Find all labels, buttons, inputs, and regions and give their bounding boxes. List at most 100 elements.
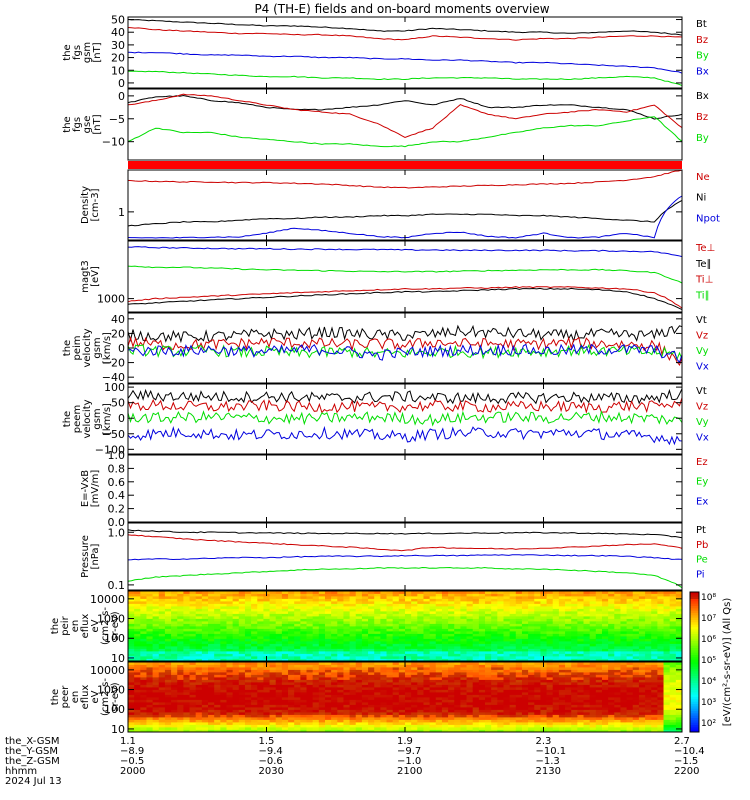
spectrogram-cell xyxy=(558,601,566,604)
spectrogram-cell xyxy=(417,677,424,680)
spectrogram-cell xyxy=(324,626,332,629)
spectrogram-cell xyxy=(675,641,683,644)
spectrogram-cell xyxy=(571,626,578,629)
spectrogram-cell xyxy=(485,682,492,685)
spectrogram-cell xyxy=(269,729,277,733)
spectrogram-cell xyxy=(675,613,683,617)
spectrogram-cell xyxy=(448,724,455,728)
spectrogram-cell xyxy=(324,677,332,680)
spectrogram-cell xyxy=(226,672,234,675)
spectrogram-cell xyxy=(497,684,504,688)
spectrogram-cell xyxy=(552,714,560,718)
spectrogram-cell xyxy=(208,621,215,624)
spectrogram-cell xyxy=(331,606,338,609)
spectrogram-cell xyxy=(288,611,295,614)
spectrogram-cell xyxy=(386,623,394,627)
spectrogram-cell xyxy=(134,662,141,665)
spectrogram-cell xyxy=(251,631,258,634)
spectrogram-cell xyxy=(478,651,486,654)
spectrogram-cell xyxy=(294,707,301,710)
spectrogram-cell xyxy=(331,672,338,675)
spectrogram-cell xyxy=(368,618,375,622)
spectrogram-cell xyxy=(540,667,547,670)
spectrogram-cell xyxy=(534,679,541,683)
spectrogram-cell xyxy=(558,638,566,642)
spectrogram-cell xyxy=(503,621,511,624)
spectrogram-cell xyxy=(183,699,190,703)
spectrogram-cell xyxy=(275,679,283,683)
spectrogram-cell xyxy=(331,611,338,614)
spectrogram-cell xyxy=(571,616,578,619)
spectrogram-cell xyxy=(288,692,295,695)
spectrogram-cell xyxy=(177,679,184,683)
spectrogram-cell xyxy=(460,674,467,678)
spectrogram-cell xyxy=(392,679,400,683)
spectrogram-cell xyxy=(214,638,221,642)
spectrogram-cell xyxy=(214,702,221,705)
spectrogram-cell xyxy=(645,601,652,604)
spectrogram-cell xyxy=(374,626,381,629)
spectrogram-cell xyxy=(238,724,246,728)
spectrogram-cell xyxy=(589,641,597,644)
spectrogram-cell xyxy=(497,623,504,627)
spectrogram-cell xyxy=(349,598,357,602)
spectrogram-cell xyxy=(509,717,517,720)
spectrogram-cell xyxy=(355,623,363,627)
spectrogram-cell xyxy=(478,601,486,604)
spectrogram-cell xyxy=(195,687,203,690)
spectrogram-cell xyxy=(509,658,517,662)
spectrogram-cell xyxy=(583,687,591,690)
spectrogram-cell xyxy=(620,621,627,624)
spectrogram-cell xyxy=(275,603,283,607)
series-line-1 xyxy=(127,336,683,367)
spectrogram-cell xyxy=(164,618,172,622)
spectrogram-cell xyxy=(478,591,486,594)
spectrogram-cell xyxy=(423,641,431,644)
spectrogram-cell xyxy=(361,611,369,614)
spectrogram-cell xyxy=(337,729,344,733)
spectrogram-cell xyxy=(528,664,535,668)
spectrogram-cell xyxy=(312,692,320,695)
spectrogram-cell xyxy=(546,641,554,644)
spectrogram-cell xyxy=(417,689,424,693)
spectrogram-cell xyxy=(546,679,554,683)
spectrogram-cell xyxy=(306,704,314,708)
spectrogram-cell xyxy=(368,704,375,708)
spectrogram-cell xyxy=(521,707,529,710)
spectrogram-cell xyxy=(478,709,486,713)
spectrogram-cell xyxy=(152,651,160,654)
spectrogram-cell xyxy=(146,672,154,675)
spectrogram-cell xyxy=(294,653,301,657)
spectrogram-cell xyxy=(515,621,523,624)
spectrogram-cell xyxy=(485,702,492,705)
spectrogram-cell xyxy=(288,689,295,693)
spectrogram-cell xyxy=(164,699,172,703)
spectrogram-cell xyxy=(183,608,190,612)
spectrogram-cell xyxy=(595,598,603,602)
spectrogram-cell xyxy=(577,697,584,700)
y-axis-label: eflux xyxy=(80,614,91,639)
spectrogram-cell xyxy=(454,672,461,675)
spectrogram-cell xyxy=(509,613,517,617)
legend-label: Vz xyxy=(696,402,708,413)
spectrogram-cell xyxy=(515,656,523,659)
spectrogram-cell xyxy=(558,729,566,733)
spectrogram-cell xyxy=(614,628,621,632)
spectrogram-cell xyxy=(398,601,406,604)
spectrogram-cell xyxy=(558,687,566,690)
spectrogram-cell xyxy=(460,684,467,688)
spectrogram-cell xyxy=(146,694,154,698)
spectrogram-cell xyxy=(515,626,523,629)
spectrogram-cell xyxy=(435,682,443,685)
spectrogram-cell xyxy=(478,699,486,703)
spectrogram-cell xyxy=(306,699,314,703)
spectrogram-cell xyxy=(158,699,166,703)
spectrogram-cell xyxy=(632,603,640,607)
spectrogram-cell xyxy=(269,591,277,594)
spectrogram-cell xyxy=(546,646,554,649)
spectrogram-cell xyxy=(128,608,135,612)
spectrogram-cell xyxy=(429,704,437,708)
spectrogram-cell xyxy=(201,694,209,698)
spectrogram-cell xyxy=(368,679,375,683)
